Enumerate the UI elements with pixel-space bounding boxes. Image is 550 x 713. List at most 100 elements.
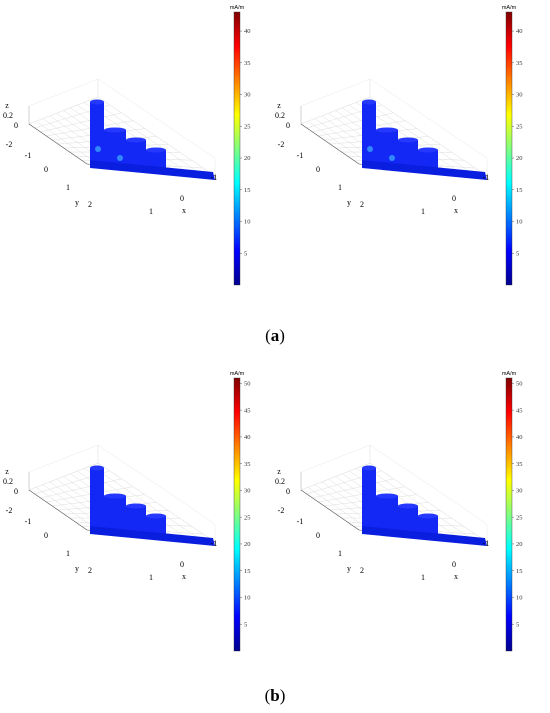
back-wall xyxy=(28,444,99,491)
y-tick-label: 0 xyxy=(44,531,48,540)
y-tick-label: 0 xyxy=(316,531,320,540)
colorbar-tick-label: 15 xyxy=(516,568,523,575)
y-tick-label: -2 xyxy=(278,140,285,149)
z-tick-label: 0 xyxy=(14,121,18,130)
y-tick-label: 2 xyxy=(360,200,364,209)
colorbar-tick-label: 40 xyxy=(516,28,523,35)
grid-line xyxy=(362,465,475,542)
surface-patch xyxy=(418,147,438,153)
x-tick-label: -1 xyxy=(483,539,490,548)
z-axis-label: z xyxy=(5,101,9,110)
x-tick-label: 1 xyxy=(421,207,425,216)
x-tick-label: 1 xyxy=(149,573,153,582)
surface-patch xyxy=(362,465,376,471)
back-wall xyxy=(300,444,371,491)
colorbar-tick-label: 30 xyxy=(244,92,251,99)
surface-patch xyxy=(146,147,166,153)
colorbar-tick-label: 20 xyxy=(244,155,251,162)
caption-a-label: a xyxy=(270,326,280,345)
surface-patch xyxy=(104,127,126,133)
z-axis-label: z xyxy=(5,467,9,476)
y-tick-label: 2 xyxy=(88,566,92,575)
y-tick-label: 2 xyxy=(360,566,364,575)
colorbar-tick-label: 35 xyxy=(516,60,523,67)
grid-line xyxy=(90,99,203,176)
surface-patch xyxy=(398,140,418,170)
colorbar-unit: mA/m xyxy=(502,5,517,11)
y-tick-label: -1 xyxy=(25,151,32,160)
caption-b: (b) xyxy=(264,686,286,705)
surface-patch xyxy=(126,503,146,509)
surface-patch xyxy=(126,506,146,536)
colorbar-tick-label: 20 xyxy=(516,155,523,162)
colorbar-tick-label: 40 xyxy=(244,28,251,35)
x-tick-label: 1 xyxy=(149,207,153,216)
surface-patch xyxy=(90,465,104,471)
surface-patch xyxy=(376,493,398,499)
grid-line xyxy=(90,465,203,542)
y-tick-label: -1 xyxy=(25,517,32,526)
colorbar-tick-label: 30 xyxy=(516,488,523,495)
colorbar-tick-label: 25 xyxy=(244,123,251,130)
surface-patch xyxy=(376,127,398,133)
colorbar-tick-label: 45 xyxy=(244,407,251,414)
surface-patch xyxy=(104,493,126,499)
y-tick-label: -2 xyxy=(6,140,13,149)
colorbar-tick-label: 15 xyxy=(244,568,251,575)
y-tick-label: 1 xyxy=(338,183,342,192)
y-tick-label: 1 xyxy=(66,549,70,558)
z-tick-label: 0.2 xyxy=(3,477,13,486)
x-tick-label: 0 xyxy=(452,194,456,203)
surface-patch xyxy=(90,160,215,180)
surface-patch xyxy=(362,160,487,180)
z-tick-label: 0.2 xyxy=(3,111,13,120)
colorbar: mA/m 40 35 30 25 20 15 10 5 xyxy=(502,5,523,286)
colorbar: mA/m 50 45 40 35 30 25 20 15 10 5 xyxy=(502,371,523,652)
colorbar-tick-label: 10 xyxy=(244,595,251,602)
hotspot xyxy=(389,155,395,161)
colorbar-tick-label: 25 xyxy=(516,514,523,521)
z-tick-label: 0.2 xyxy=(275,477,285,486)
surface-current-plot xyxy=(90,99,215,180)
y-axis-label: y xyxy=(347,198,351,207)
x-tick-label: 0 xyxy=(452,560,456,569)
plot-a-left: 0.2 0 z -2 -1 0 1 2 y -1 0 1 x mA/m 40 35 30 25 20 15 10 5 xyxy=(0,0,272,310)
colorbar-tick-label: 5 xyxy=(516,250,519,257)
plot-b-right: 0.2 0 z -2 -1 0 1 2 y -1 0 1 x mA/m 50 45 40 35 30 25 20 15 10… xyxy=(272,366,544,676)
colorbar-tick-label: 45 xyxy=(516,407,523,414)
x-tick-label: 1 xyxy=(421,573,425,582)
colorbar-tick-label: 35 xyxy=(244,60,251,67)
colorbar-tick-label: 5 xyxy=(244,621,247,628)
y-tick-label: 1 xyxy=(66,183,70,192)
y-tick-label: 1 xyxy=(338,549,342,558)
colorbar-unit: mA/m xyxy=(502,371,517,377)
colorbar-tick-label: 30 xyxy=(244,488,251,495)
colorbar-tick-label: 5 xyxy=(516,621,519,628)
colorbar-tick-label: 10 xyxy=(516,595,523,602)
colorbar: mA/m 40 35 30 25 20 15 10 5 xyxy=(230,5,251,286)
y-tick-label: 2 xyxy=(88,200,92,209)
colorbar: mA/m 50 45 40 35 30 25 20 15 10 5 xyxy=(230,371,251,652)
colorbar-tick-label: 25 xyxy=(244,514,251,521)
colorbar-gradient xyxy=(505,11,513,286)
colorbar-tick-label: 10 xyxy=(516,219,523,226)
y-axis-line xyxy=(28,489,88,531)
x-axis-label: x xyxy=(182,206,186,215)
hotspot xyxy=(117,155,123,161)
z-tick-label: 0 xyxy=(14,487,18,496)
surface-patch xyxy=(90,102,104,168)
y-tick-label: 0 xyxy=(44,165,48,174)
surface-patch xyxy=(146,513,166,519)
hotspot xyxy=(95,146,101,152)
surface-patch xyxy=(398,503,418,509)
z-tick-label: 0.2 xyxy=(275,111,285,120)
colorbar-tick-label: 20 xyxy=(244,541,251,548)
colorbar-gradient xyxy=(233,377,241,652)
surface-patch xyxy=(362,99,376,105)
surface-patch xyxy=(90,468,104,534)
surface-current-plot xyxy=(90,465,215,546)
y-tick-label: -2 xyxy=(6,506,13,515)
colorbar-tick-label: 40 xyxy=(244,434,251,441)
surface-patch xyxy=(126,137,146,143)
z-tick-label: 0 xyxy=(286,121,290,130)
